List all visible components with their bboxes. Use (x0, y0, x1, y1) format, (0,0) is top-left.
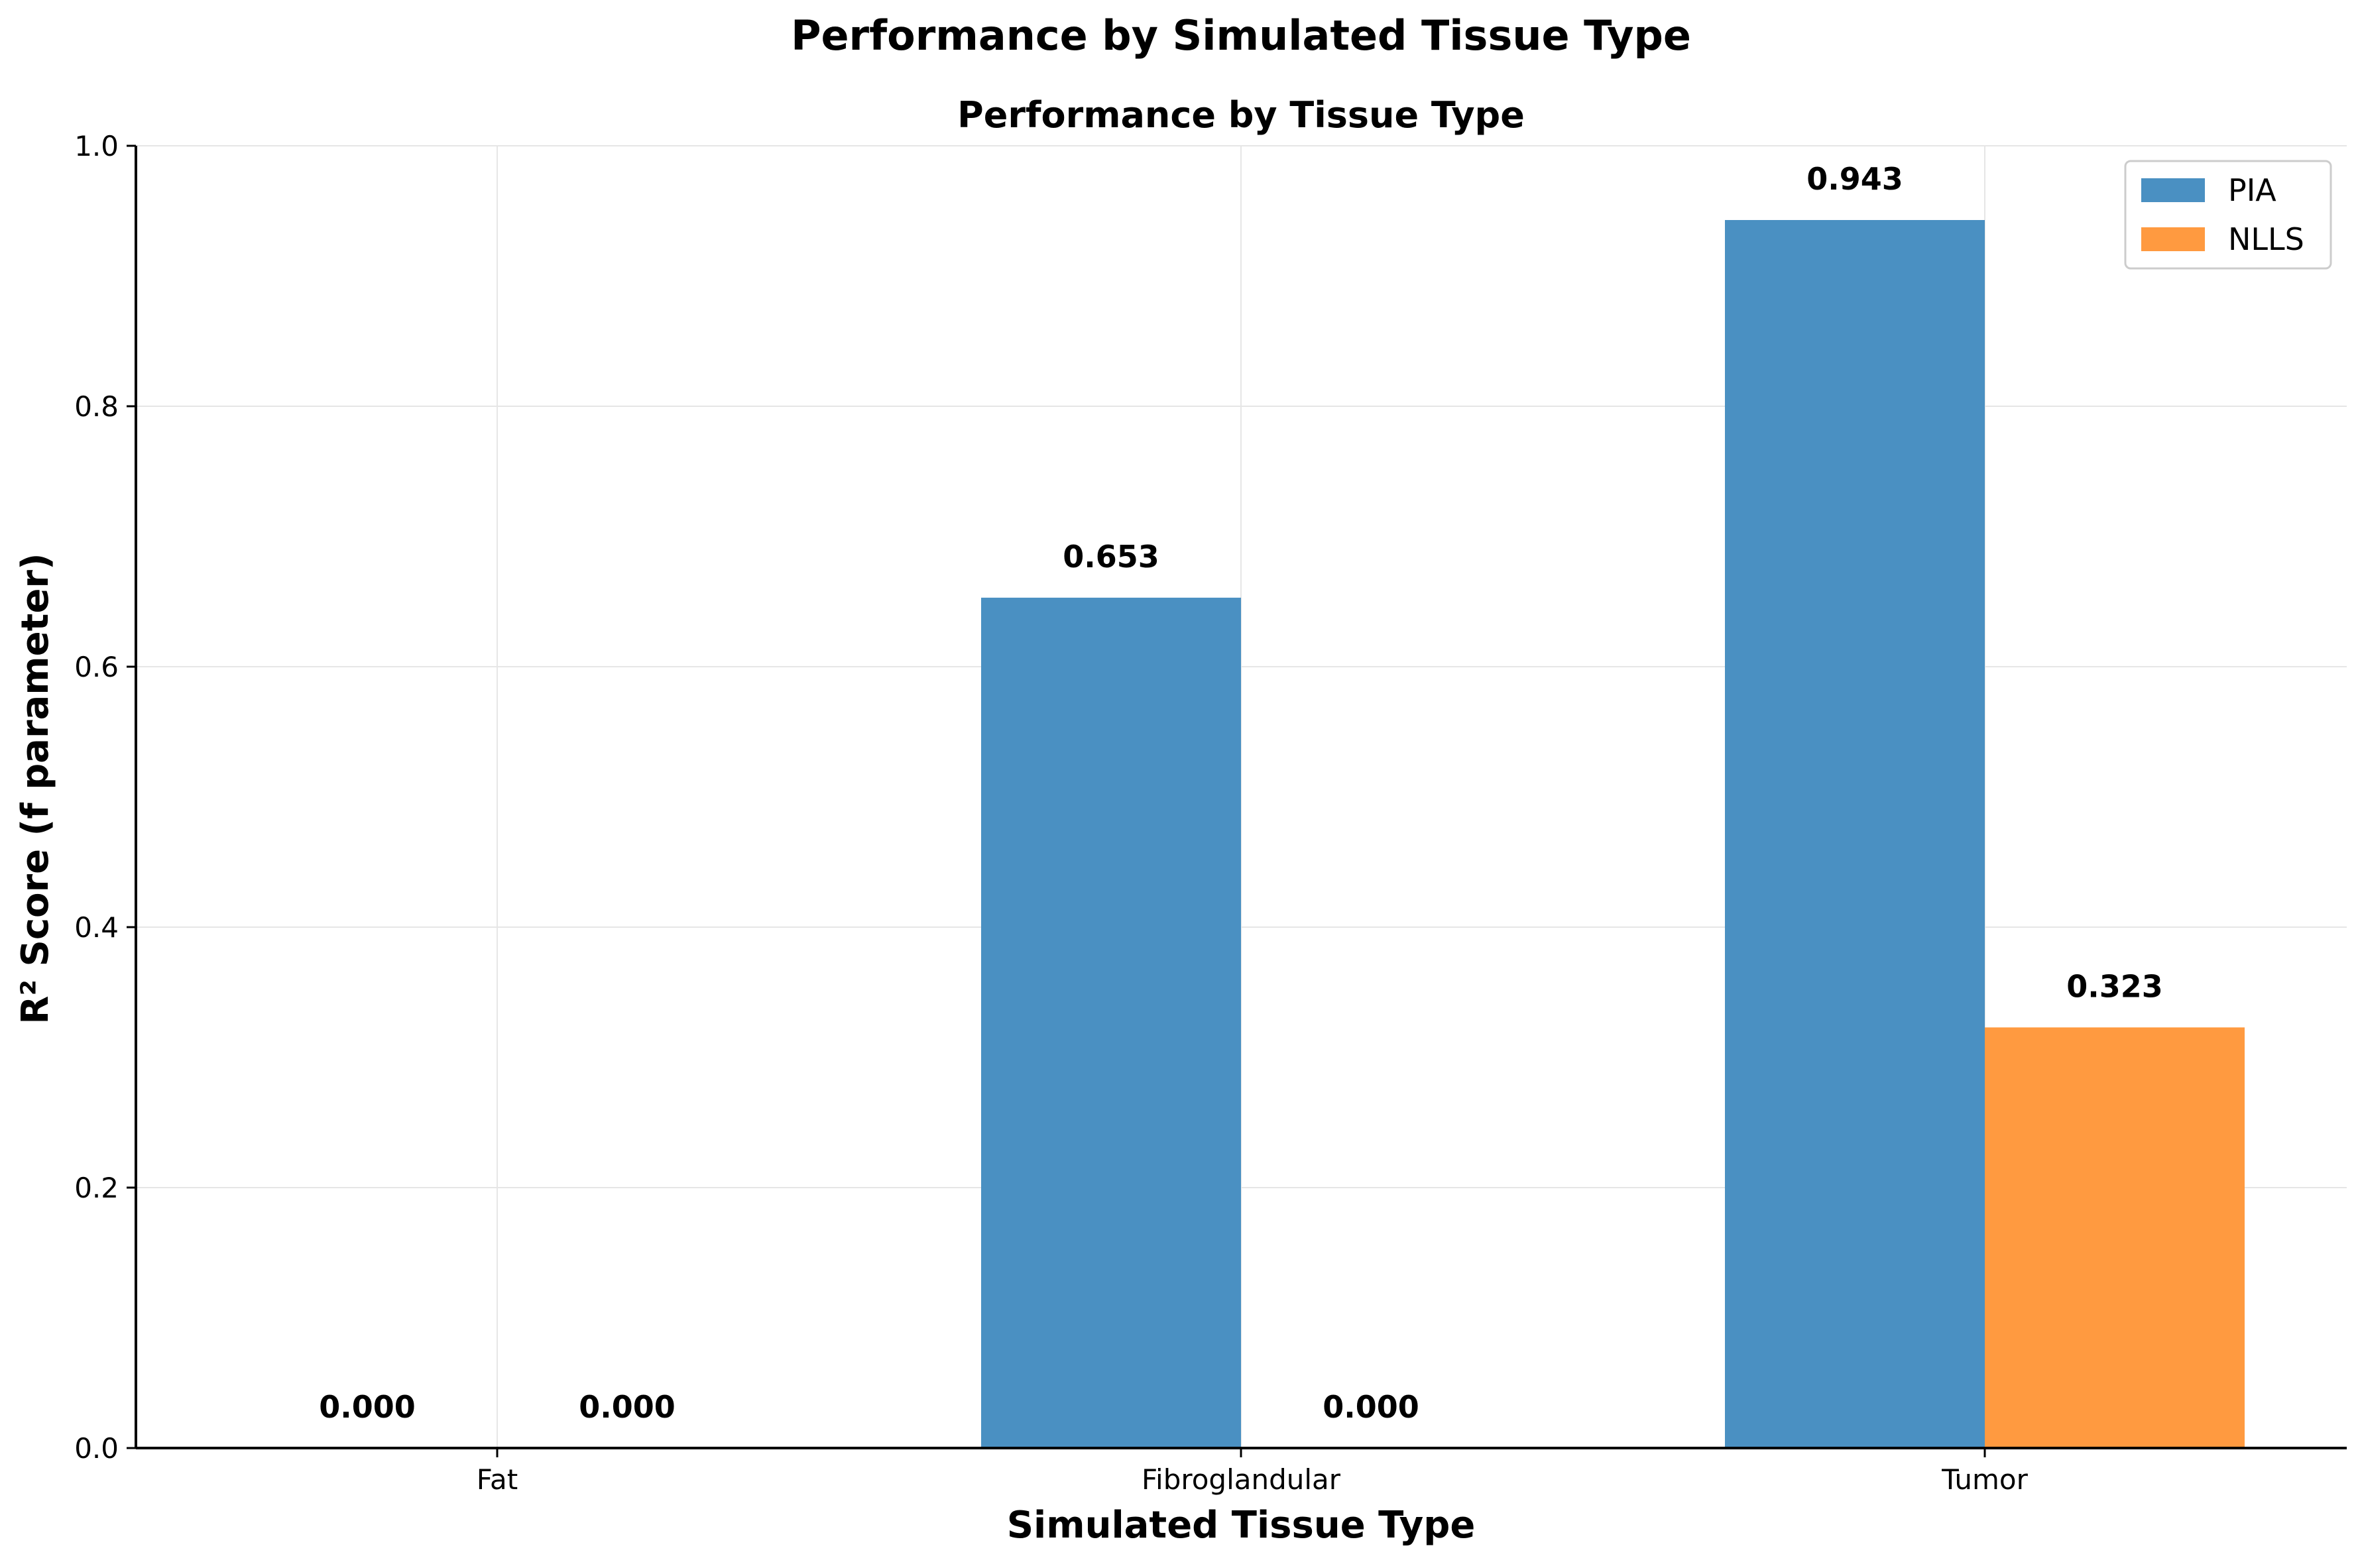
bar-pia-fibroglandular (981, 597, 1241, 1448)
data-label: 0.653 (1063, 539, 1159, 575)
y-tick-label: 1.0 (74, 130, 119, 162)
axes-layer: 0.0 0.2 0.4 0.6 0.8 1.0 Fat Fibroglandular Tumor (74, 130, 2347, 1496)
legend-label-nlls: NLLS (2228, 221, 2304, 257)
y-tick-label: 0.0 (74, 1432, 119, 1465)
bar-pia-tumor (1725, 220, 1985, 1448)
data-label: 0.000 (579, 1389, 676, 1425)
legend: PIA NLLS (2124, 160, 2332, 270)
data-labels-layer: 0.000 0.653 0.943 0.000 0.000 0.323 (319, 161, 2163, 1425)
data-label: 0.000 (319, 1389, 416, 1425)
bars-layer (981, 220, 2245, 1448)
x-tick-label: Tumor (1941, 1463, 2029, 1496)
chart-title: Performance by Tissue Type (957, 94, 1525, 136)
x-axis-label: Simulated Tissue Type (1007, 1504, 1476, 1547)
data-label: 0.943 (1806, 161, 1903, 197)
data-label: 0.000 (1323, 1389, 1419, 1425)
y-tick-label: 0.8 (74, 390, 119, 423)
bar-nlls-tumor (1985, 1027, 2245, 1448)
legend-label-pia: PIA (2228, 172, 2276, 208)
y-tick-label: 0.6 (74, 651, 119, 683)
x-tick-label: Fibroglandular (1142, 1463, 1341, 1496)
legend-swatch-pia (2141, 178, 2205, 202)
y-tick-label: 0.4 (74, 911, 119, 944)
data-label: 0.323 (2066, 968, 2163, 1004)
figure-suptitle: Performance by Simulated Tissue Type (791, 11, 1691, 60)
y-tick-label: 0.2 (74, 1172, 119, 1204)
y-axis-label: R² Score (f parameter) (14, 553, 57, 1024)
x-tick-label: Fat (477, 1463, 518, 1496)
legend-swatch-nlls (2141, 227, 2205, 251)
